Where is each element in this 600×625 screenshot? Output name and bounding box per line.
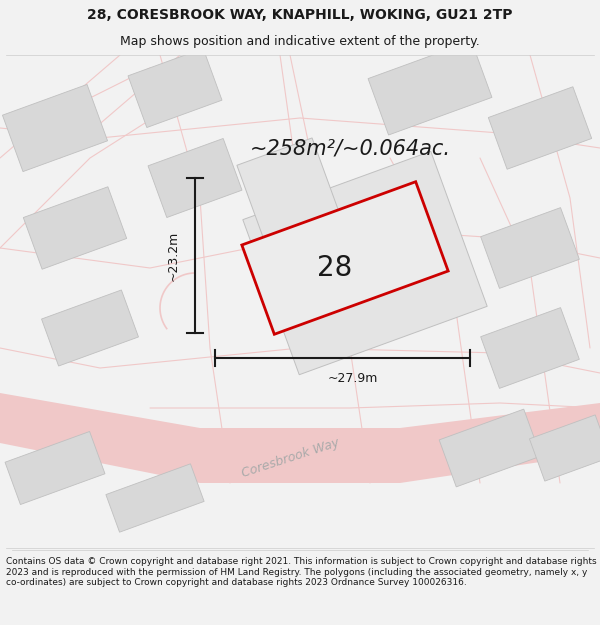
Text: 28: 28 xyxy=(317,254,353,282)
Text: ~23.2m: ~23.2m xyxy=(167,231,179,281)
Text: Map shows position and indicative extent of the property.: Map shows position and indicative extent… xyxy=(120,35,480,48)
Polygon shape xyxy=(488,87,592,169)
Polygon shape xyxy=(41,290,139,366)
Text: ~27.9m: ~27.9m xyxy=(328,371,377,384)
Polygon shape xyxy=(23,187,127,269)
Polygon shape xyxy=(0,393,600,483)
Text: ~258m²/~0.064ac.: ~258m²/~0.064ac. xyxy=(250,138,451,158)
Polygon shape xyxy=(439,409,541,487)
Polygon shape xyxy=(237,138,353,278)
Text: 28, CORESBROOK WAY, KNAPHILL, WOKING, GU21 2TP: 28, CORESBROOK WAY, KNAPHILL, WOKING, GU… xyxy=(87,8,513,22)
Polygon shape xyxy=(368,41,492,135)
Text: Contains OS data © Crown copyright and database right 2021. This information is : Contains OS data © Crown copyright and d… xyxy=(6,558,596,587)
Polygon shape xyxy=(128,49,222,128)
Polygon shape xyxy=(481,308,580,388)
Polygon shape xyxy=(2,84,107,172)
Polygon shape xyxy=(529,415,600,481)
Polygon shape xyxy=(243,151,487,375)
Polygon shape xyxy=(242,182,448,334)
Polygon shape xyxy=(5,431,105,504)
Polygon shape xyxy=(481,208,580,288)
Polygon shape xyxy=(148,139,242,218)
Text: Coresbrook Way: Coresbrook Way xyxy=(239,436,341,480)
Polygon shape xyxy=(106,464,204,532)
